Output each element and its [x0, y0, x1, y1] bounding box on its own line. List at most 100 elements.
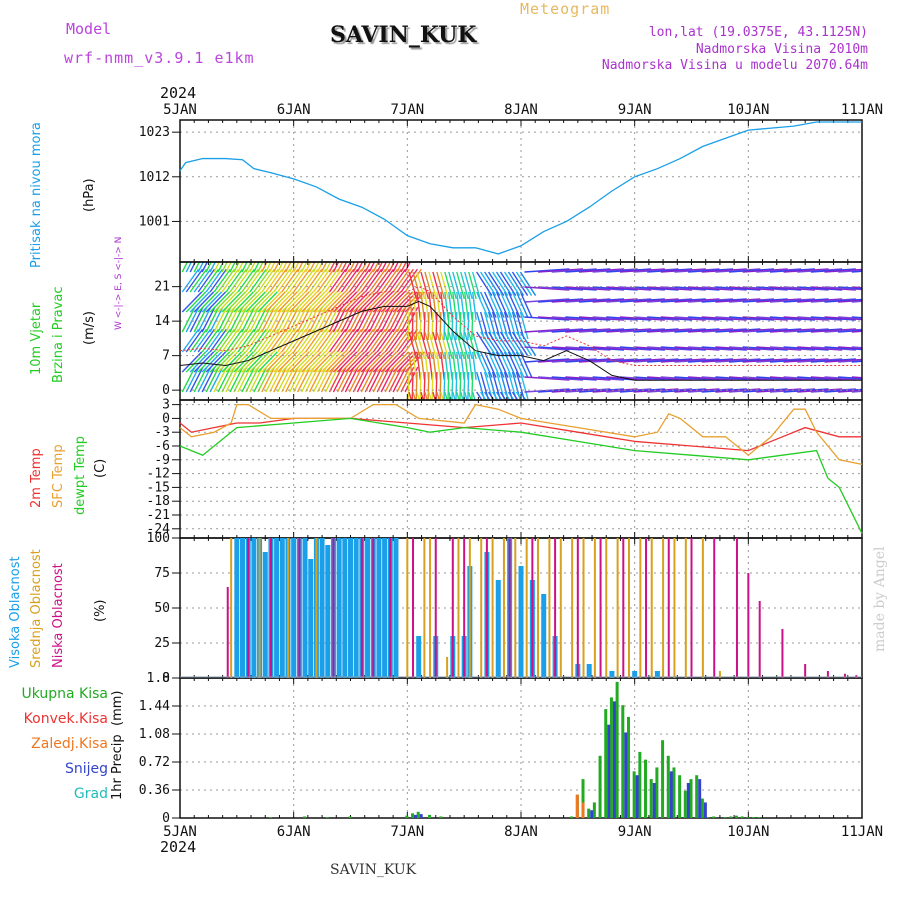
wind-barb — [432, 331, 442, 360]
wind-barb — [467, 311, 470, 341]
wind-barb — [313, 351, 334, 373]
wind-barb — [324, 366, 339, 393]
wind-barb — [388, 306, 403, 333]
wind-barb — [277, 306, 292, 333]
wind-barb — [324, 328, 343, 353]
wind-barb — [688, 316, 734, 321]
sfc-temp-line — [179, 403, 863, 466]
wind-barb — [503, 351, 517, 378]
wind-barb — [221, 306, 236, 333]
wind-barb — [606, 358, 652, 363]
mid-cloud-bar — [605, 538, 608, 678]
wind-barb — [633, 376, 679, 381]
wind-barb — [352, 328, 371, 353]
wind-barb — [364, 291, 386, 313]
total-rain-bar — [411, 813, 415, 818]
wind-barb — [344, 328, 363, 353]
wind-barb — [312, 328, 331, 353]
wind-barb — [261, 328, 279, 353]
wind-barb — [233, 366, 248, 393]
wind-barb — [701, 376, 747, 381]
wind-barb — [619, 268, 665, 273]
wind-barb — [285, 262, 292, 273]
wind-barb — [416, 331, 426, 360]
wind-barb — [301, 351, 322, 373]
wind-barb — [838, 346, 862, 350]
low-cloud-bar — [434, 538, 437, 678]
wind-barb — [444, 351, 449, 380]
wind-barb — [201, 306, 216, 333]
wind-barb — [249, 351, 270, 373]
low-cloud-bar — [576, 538, 579, 678]
wind-barb — [249, 262, 256, 273]
wind-barb — [348, 262, 356, 273]
high-cloud-bar — [632, 671, 638, 678]
wind-barb — [838, 359, 862, 363]
wind-barb — [838, 299, 862, 303]
wind-barb — [273, 306, 288, 333]
y-tick-label: 0 — [162, 671, 170, 686]
wind-barb — [468, 351, 473, 380]
wind-barb — [293, 366, 307, 393]
year-top: 2024 — [160, 84, 197, 102]
wind-barb — [412, 351, 418, 380]
mid-cloud-bar — [662, 538, 665, 678]
legend-conv-rain: Konvek.Kisa — [23, 711, 108, 727]
wind-barb — [321, 291, 342, 313]
wind-barb — [507, 331, 525, 356]
wind-barb — [467, 371, 470, 400]
wind-barb — [181, 351, 203, 373]
wind-barb — [257, 262, 264, 273]
wind-barb — [221, 262, 228, 273]
wind-barb — [455, 311, 458, 341]
wind-barb — [197, 268, 216, 293]
total-rain-bar — [746, 817, 750, 818]
wind-barb — [436, 331, 446, 360]
wind-barb — [277, 291, 298, 313]
wind-barb — [305, 291, 326, 313]
wind-barb — [578, 328, 625, 333]
wind-barb — [209, 366, 224, 393]
high-cloud-bar — [325, 545, 331, 678]
wind-barb — [352, 366, 367, 393]
wind-barb — [289, 306, 304, 333]
wind-barb — [619, 358, 665, 363]
wind-barb — [277, 328, 295, 353]
wind-barb — [360, 328, 379, 353]
wind-barb — [483, 291, 497, 318]
wind-barb — [810, 328, 856, 333]
wind-barb — [265, 328, 283, 353]
mid-cloud-bar — [315, 538, 318, 678]
wind-barb — [384, 328, 403, 353]
wind-barb — [360, 351, 382, 373]
wind-barb — [257, 291, 278, 313]
lonlat-label: lon,lat (19.0375E, 43.1125N) — [648, 25, 868, 40]
snow-bar — [607, 724, 611, 818]
wind-barb — [491, 331, 509, 356]
wind-barb — [783, 268, 829, 273]
wind-barb — [336, 328, 355, 353]
snow-bar — [419, 814, 423, 818]
wind-barb — [756, 268, 802, 273]
wind-barb — [452, 391, 456, 400]
dewpoint-line — [179, 417, 863, 534]
y-tick-label: 0 — [162, 383, 170, 398]
wind-barb — [392, 306, 407, 333]
x-tick-label-bottom: 5JAN — [163, 824, 197, 840]
wind-barb — [273, 351, 294, 373]
wind-barb — [688, 328, 734, 333]
wind-barb — [472, 331, 481, 360]
wind-barb — [217, 306, 232, 333]
wind-barb — [551, 298, 597, 303]
wind-barb — [424, 331, 434, 360]
mid-cloud-bar — [684, 538, 687, 678]
wind-barb — [742, 298, 788, 303]
y-tick-label: 0 — [162, 811, 170, 826]
wind-barb — [728, 358, 775, 363]
wind-barb — [300, 262, 308, 273]
wind-barb — [660, 388, 706, 393]
wind-barb — [476, 351, 489, 378]
wind-barb — [344, 291, 366, 313]
total-rain-bar — [740, 816, 744, 818]
wind-barb — [372, 306, 387, 333]
